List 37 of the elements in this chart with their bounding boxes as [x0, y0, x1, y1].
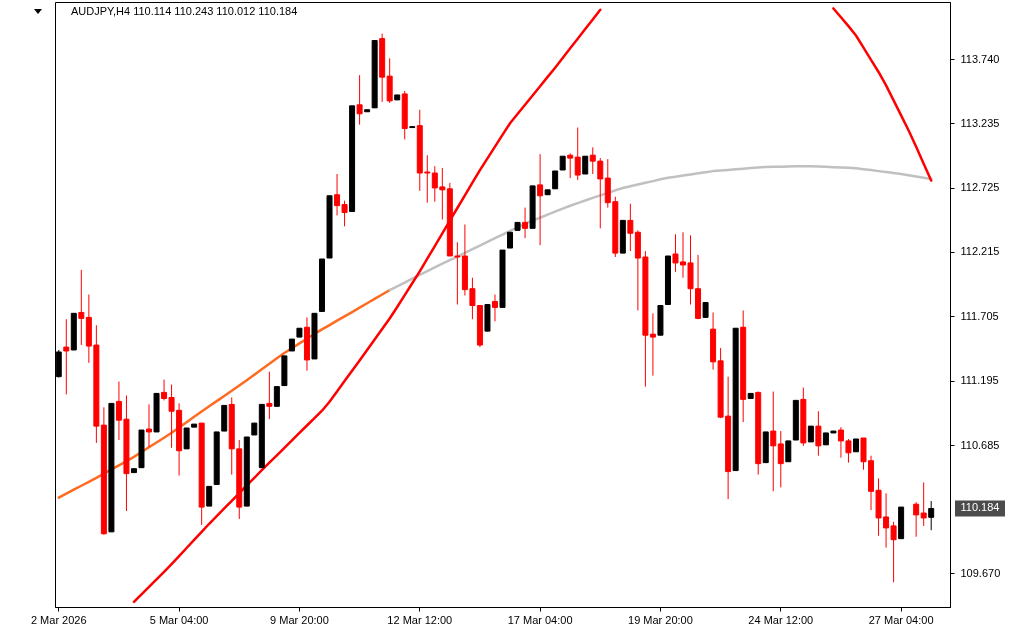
- text: 110.184: [960, 501, 1000, 514]
- candlestick: [928, 500, 935, 531]
- candlestick: [356, 74, 363, 126]
- candlestick: [815, 410, 822, 457]
- candlestick: [777, 430, 784, 488]
- y-tick-label: 112.215: [960, 245, 1000, 258]
- candlestick: [537, 153, 544, 246]
- candlestick: [913, 501, 920, 538]
- chart-title: AUDJPY,H4 110.114 110.243 110.012 110.184: [71, 5, 298, 17]
- candlestick: [266, 371, 273, 420]
- y-tick-label: 111.195: [960, 374, 999, 387]
- x-tick-label: 5 Mar 04:00: [149, 613, 209, 626]
- x-tick-label: 2 Mar 2026: [30, 613, 87, 626]
- y-tick-label: 109.670: [960, 566, 1001, 579]
- candlestick: [273, 386, 280, 407]
- candlestick: [63, 318, 70, 395]
- x-tick-label: 9 Mar 20:00: [270, 613, 329, 626]
- y-tick-label: 111.705: [960, 309, 999, 322]
- candlestick: [574, 127, 581, 181]
- y-tick-label: 113.740: [960, 52, 1000, 65]
- y-tick-label: 113.235: [960, 116, 1000, 129]
- candlestick: [522, 207, 529, 239]
- y-tick-label: 110.685: [960, 438, 1000, 451]
- candlestick: [785, 440, 792, 463]
- candlestick: [567, 152, 574, 179]
- candlestick: [920, 481, 927, 527]
- y-tick-label: 112.725: [960, 181, 1000, 194]
- x-tick-label: 12 Mar 12:00: [387, 613, 453, 626]
- candlestick: [206, 485, 213, 507]
- candlestick: [491, 294, 498, 322]
- x-tick-label: 17 Mar 04:00: [507, 613, 573, 626]
- x-tick-label: 27 Mar 04:00: [868, 613, 934, 626]
- x-tick-label: 24 Mar 12:00: [748, 613, 814, 626]
- x-tick-label: 19 Mar 20:00: [628, 613, 693, 626]
- candlestick: [146, 403, 153, 448]
- candlestick: [770, 391, 777, 492]
- candlestick: [78, 269, 85, 346]
